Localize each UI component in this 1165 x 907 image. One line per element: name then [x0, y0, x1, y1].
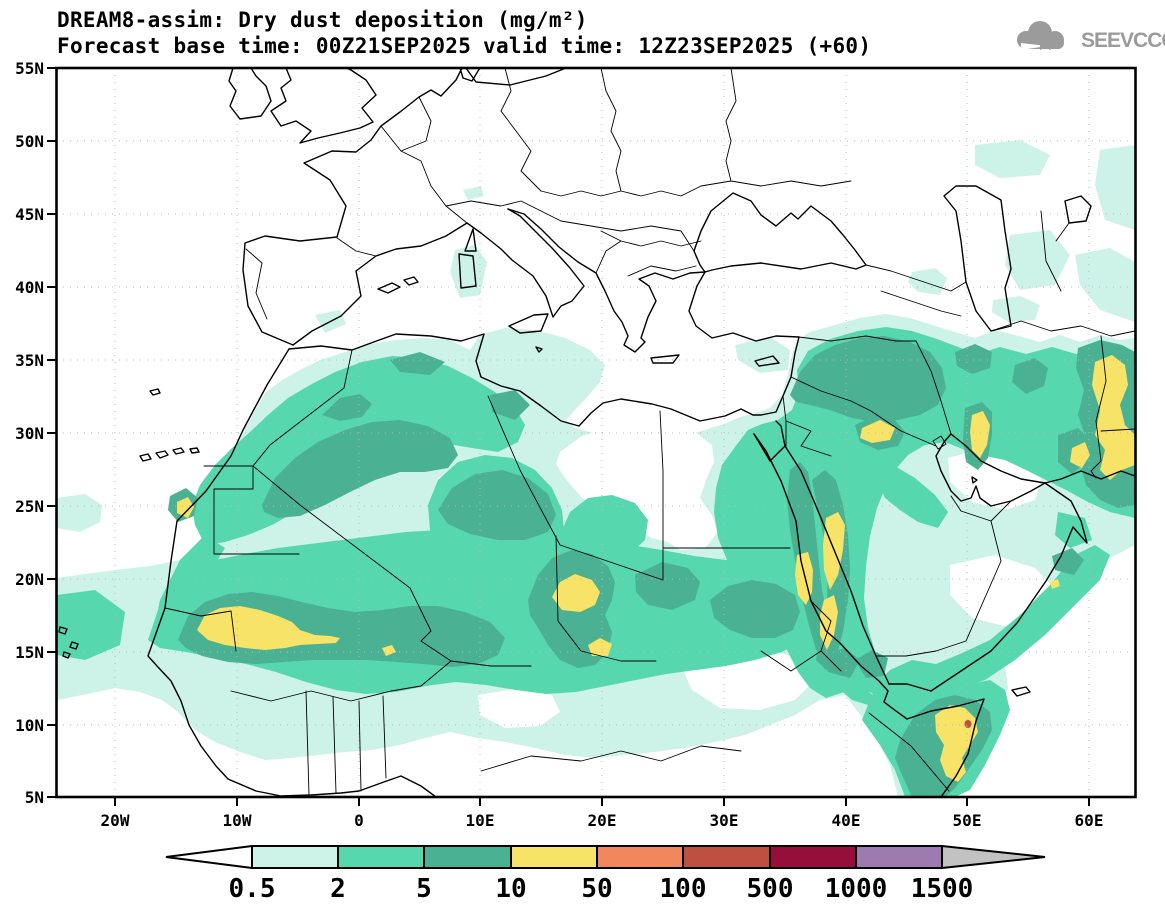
legend-value: 1500	[911, 874, 974, 904]
y-tick-label: 10N	[15, 716, 44, 735]
x-tick-label: 10E	[466, 811, 495, 830]
red-sea-west-coast	[753, 433, 889, 703]
italy-coast	[466, 208, 585, 318]
y-axis-labels: 55N 50N 45N 40N 35N 30N 25N 20N 15N 10N …	[15, 59, 44, 807]
legend-band	[682, 845, 771, 869]
x-tick-label: 50E	[953, 811, 982, 830]
x-tick-label: 20W	[101, 811, 130, 830]
color-scale-legend: 0.5 2 5 10 50 100 500 1000 1500	[165, 844, 1046, 904]
x-tick-label: 30E	[710, 811, 739, 830]
legend-band	[769, 845, 857, 869]
legend-value: 0.5	[229, 874, 276, 904]
legend-value: 5	[416, 874, 432, 904]
europe-atlantic-coast	[242, 68, 463, 346]
legend-band	[510, 845, 598, 869]
legend-value: 100	[660, 874, 707, 904]
legend-value: 50	[581, 874, 612, 904]
legend-band	[596, 845, 684, 869]
baltic-coast	[459, 68, 567, 86]
y-tick-label: 40N	[15, 278, 44, 297]
legend-band	[855, 845, 943, 869]
legend-band	[337, 845, 425, 869]
logo-text: SEEVCCC	[1081, 29, 1165, 52]
y-tick-label: 35N	[15, 351, 44, 370]
ireland-coast	[228, 68, 272, 120]
legend-band	[423, 845, 512, 869]
seevccc-logo: SEEVCCC	[1017, 21, 1165, 52]
contour-level-100	[964, 720, 972, 728]
britain-coast	[270, 68, 377, 144]
title-block: DREAM8-assim: Dry dust deposition (mg/m²…	[57, 8, 871, 58]
islands	[58, 228, 1031, 697]
persian-gulf-north-coast	[950, 433, 1136, 484]
valid-time: valid time: 12Z23SEP2025 (+60)	[483, 34, 871, 58]
adriatic-greece-coast	[507, 208, 706, 353]
coastlines	[58, 68, 1136, 797]
legend-overflow-arrow	[941, 844, 1046, 870]
west-africa-coast	[147, 348, 437, 797]
aral-sea	[1064, 195, 1092, 224]
legend-labels: 0.5 2 5 10 50 100 500 1000 1500	[229, 874, 974, 904]
y-tick-label: 50N	[15, 132, 44, 151]
iberia-med-coast	[292, 222, 468, 346]
turkey-levant-nafrica-coast	[288, 271, 800, 427]
legend-value: 10	[495, 874, 526, 904]
legend-value: 500	[747, 874, 794, 904]
country-borders	[164, 68, 1136, 796]
y-tick-label: 55N	[15, 59, 44, 78]
legend-underflow-arrow	[165, 844, 253, 870]
x-axis-labels: 20W 10W 0 10E 20E 30E 40E 50E 60E	[101, 811, 1104, 830]
x-tick-label: 0	[354, 811, 364, 830]
x-tick-label: 40E	[832, 811, 861, 830]
legend-value: 2	[330, 874, 346, 904]
x-tick-label: 20E	[588, 811, 617, 830]
y-tick-label: 45N	[15, 205, 44, 224]
legend-band	[251, 845, 339, 869]
map-frame	[55, 66, 1137, 799]
legend-value: 1000	[825, 874, 888, 904]
y-tick-label: 20N	[15, 570, 44, 589]
y-tick-label: 5N	[25, 788, 44, 807]
x-tick-label: 60E	[1075, 811, 1104, 830]
forecast-base-time: Forecast base time: 00Z21SEP2025	[57, 34, 471, 58]
y-tick-label: 15N	[15, 643, 44, 662]
graticule	[56, 68, 1135, 797]
axis-ticks	[47, 67, 1090, 806]
cloud-icon	[1017, 21, 1064, 50]
red-sea-east-coast	[784, 445, 890, 685]
y-tick-label: 30N	[15, 424, 44, 443]
caspian-sea	[943, 185, 1012, 332]
x-tick-label: 10W	[223, 811, 252, 830]
y-tick-label: 25N	[15, 497, 44, 516]
map-area: 20W 10W 0 10E 20E 30E 40E 50E 60E 55N 50…	[15, 59, 1137, 830]
page-title: DREAM8-assim: Dry dust deposition (mg/m²…	[57, 8, 588, 32]
horn-of-africa-coast	[883, 698, 985, 797]
black-sea-coast	[693, 192, 867, 273]
